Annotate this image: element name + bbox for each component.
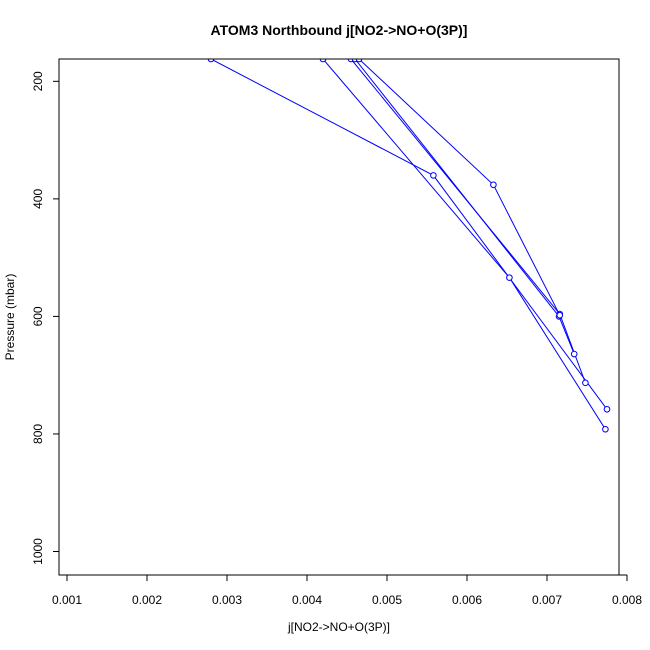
x-tick-label: 0.007 bbox=[532, 593, 562, 607]
x-axis: 0.001 0.002 0.003 0.004 0.005 0.006 0.007 0.008 bbox=[52, 574, 642, 607]
data-point bbox=[506, 274, 513, 281]
x-tick-label: 0.004 bbox=[292, 593, 322, 607]
data-point bbox=[603, 405, 611, 413]
data-point bbox=[570, 350, 578, 358]
y-tick-label: 800 bbox=[31, 424, 45, 444]
x-tick-label: 0.002 bbox=[132, 593, 162, 607]
series-layer bbox=[207, 59, 611, 433]
data-point bbox=[602, 425, 609, 433]
x-tick-label: 0.005 bbox=[372, 593, 402, 607]
chart-title: ATOM3 Northbound j[NO2->NO+O(3P)] bbox=[211, 22, 468, 38]
x-tick-label: 0.008 bbox=[612, 593, 642, 607]
data-point bbox=[430, 172, 437, 179]
y-axis: 200 400 600 800 1000 bbox=[31, 71, 60, 565]
y-tick-label: 600 bbox=[31, 306, 45, 326]
data-point bbox=[582, 379, 589, 387]
data-point bbox=[490, 181, 497, 189]
y-axis-label: Pressure (mbar) bbox=[3, 274, 17, 361]
x-tick-label: 0.001 bbox=[52, 593, 82, 607]
x-tick-label: 0.003 bbox=[212, 593, 242, 607]
y-tick-label: 200 bbox=[31, 71, 45, 91]
data-point bbox=[556, 311, 564, 319]
y-tick-label: 400 bbox=[31, 189, 45, 209]
y-tick-label: 1000 bbox=[31, 538, 45, 565]
x-axis-label: j[NO2->NO+O(3P)] bbox=[287, 620, 390, 634]
x-tick-label: 0.006 bbox=[452, 593, 482, 607]
